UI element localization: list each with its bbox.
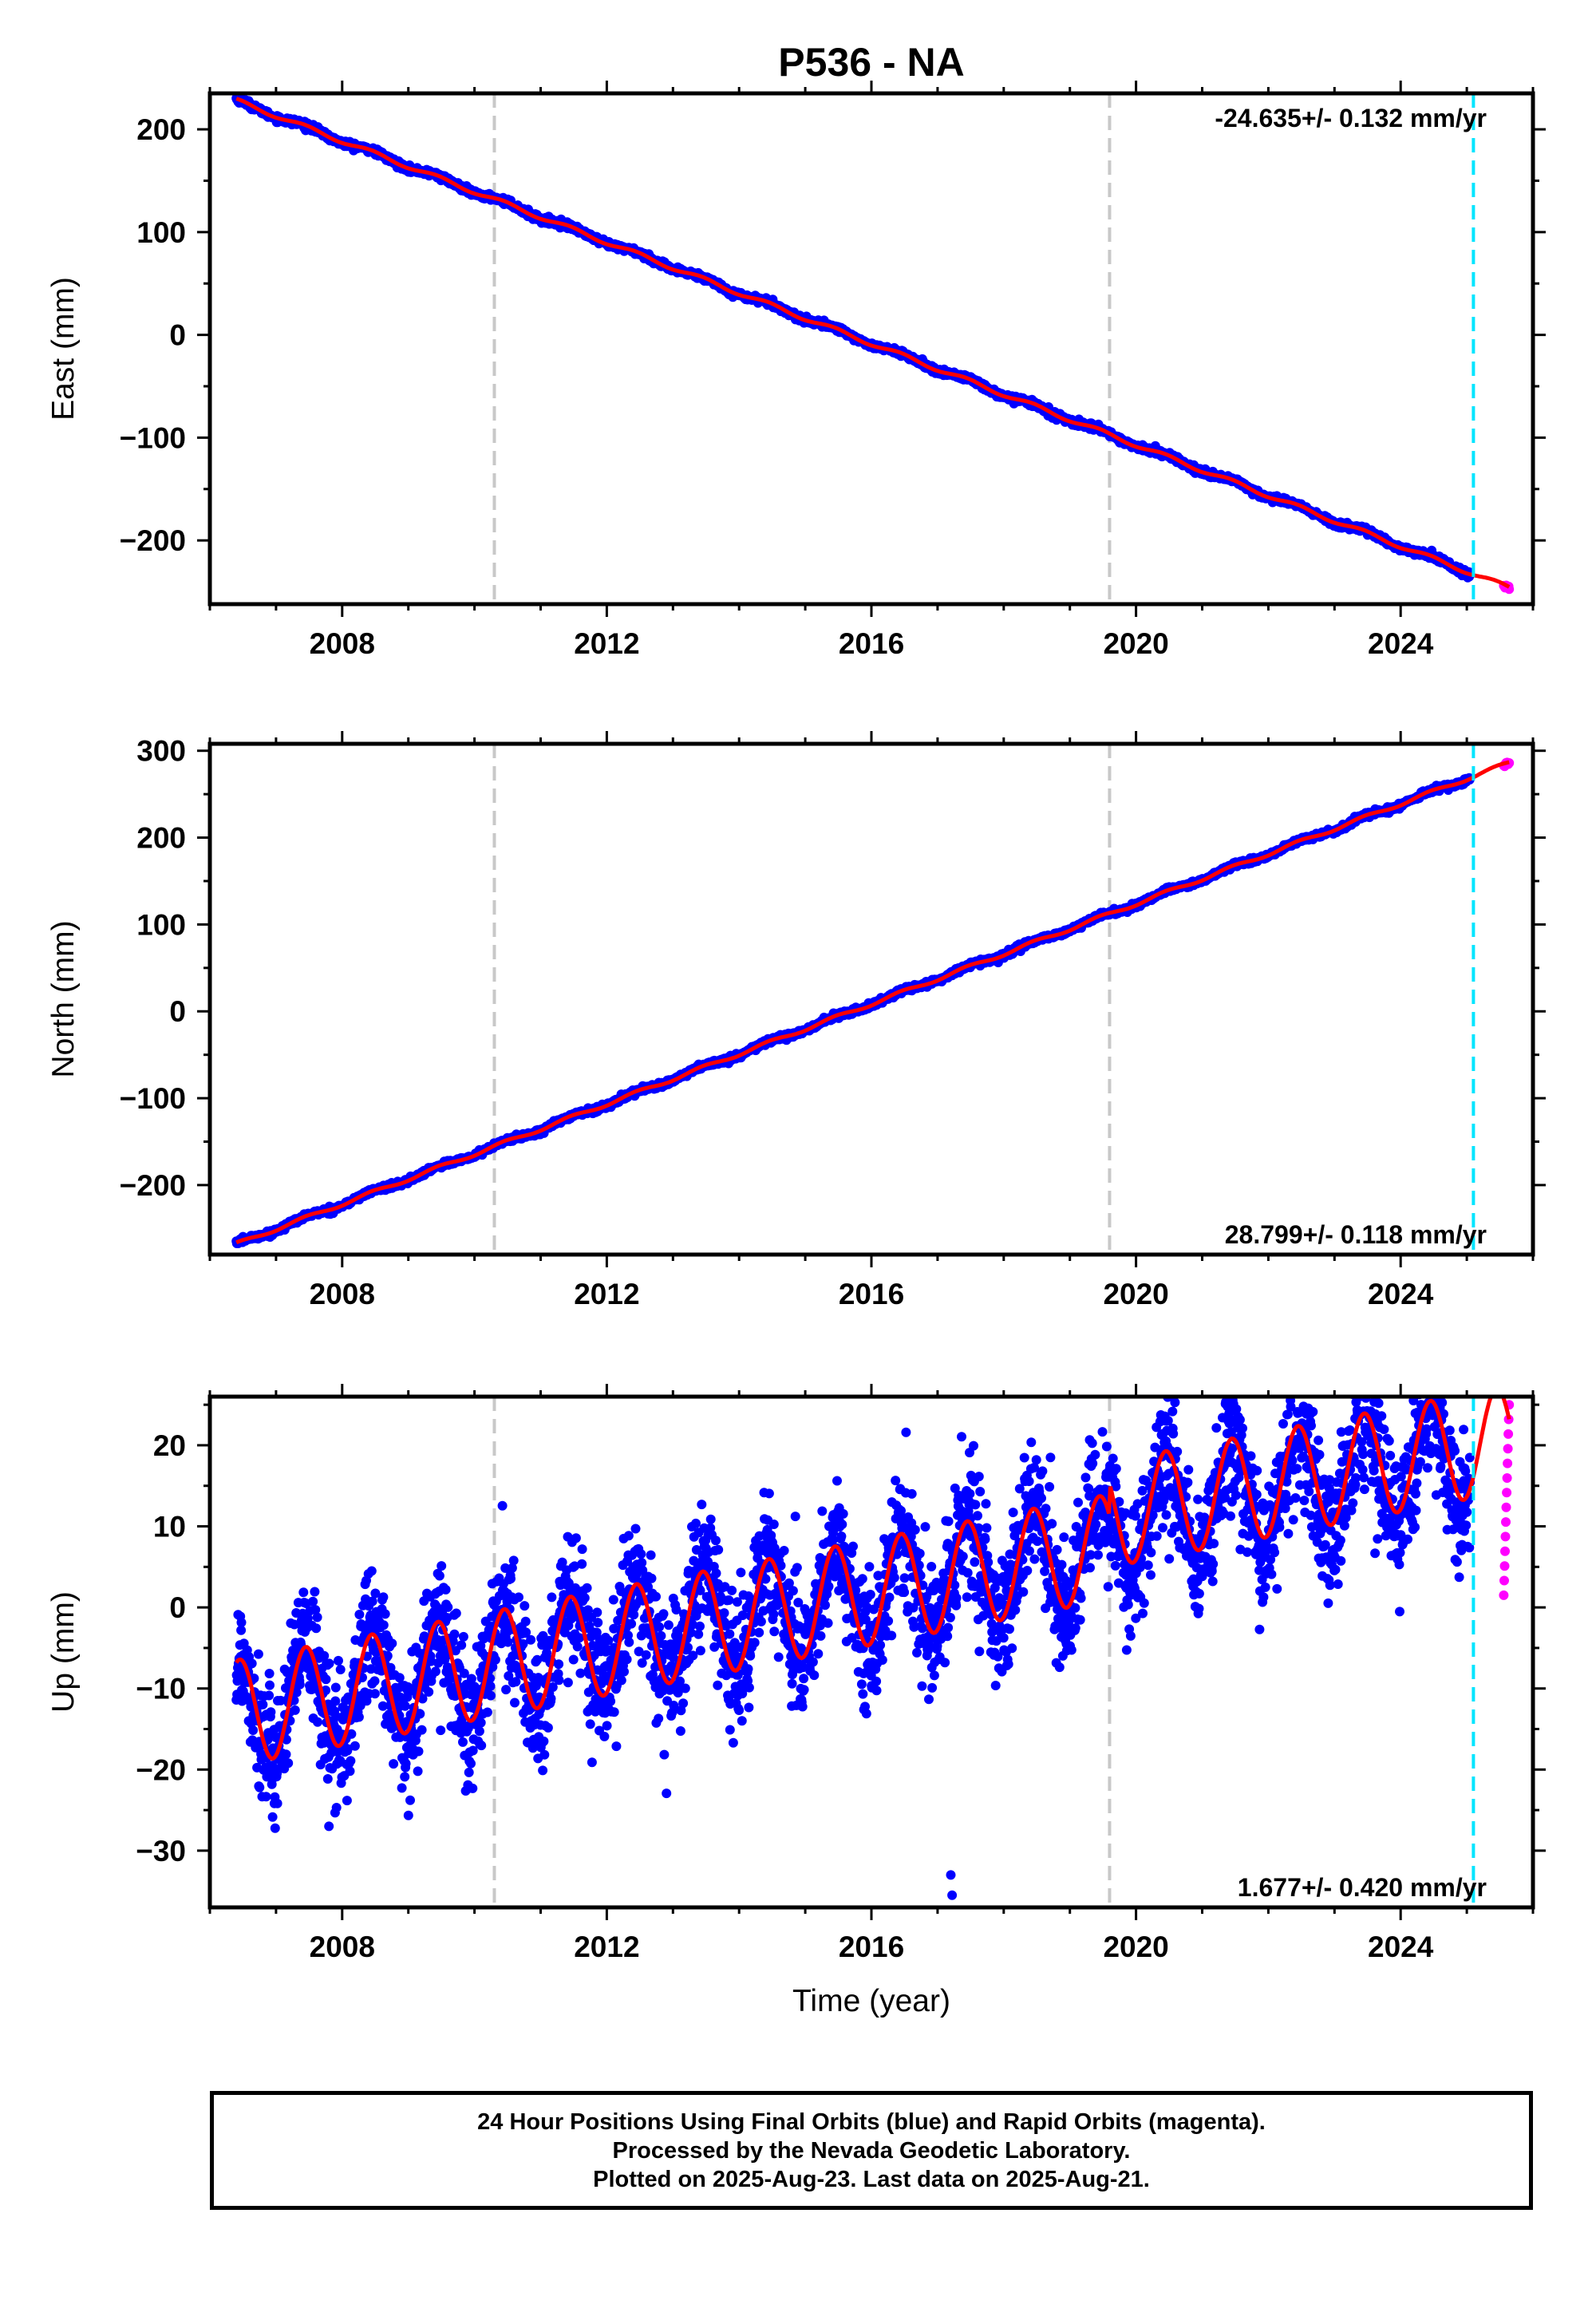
- rapid-orbit-points: [1499, 1400, 1515, 1600]
- x-tick-label: 2016: [839, 1278, 904, 1310]
- x-tick-label: 2008: [310, 627, 375, 660]
- east-y-axis-label: East (mm): [46, 277, 81, 421]
- east-plot-area: [231, 93, 1515, 604]
- east-rate-label: -24.635+/- 0.132 mm/yr: [1215, 104, 1487, 132]
- north-plot-area: [231, 744, 1515, 1255]
- y-tick-label: −10: [136, 1673, 186, 1705]
- y-tick-label: 10: [153, 1511, 186, 1543]
- up-y-axis-label: Up (mm): [46, 1591, 81, 1713]
- y-tick-label: 20: [153, 1429, 186, 1462]
- y-tick-label: −30: [136, 1835, 186, 1867]
- model-fit-line: [235, 1397, 1511, 1761]
- y-tick-label: −100: [120, 1082, 186, 1115]
- up-rate-label: 1.677+/- 0.420 mm/yr: [1238, 1873, 1487, 1902]
- x-tick-label: 2008: [310, 1278, 375, 1310]
- model-fit-line: [235, 97, 1511, 589]
- y-tick-label: −200: [120, 524, 186, 557]
- y-tick-label: 300: [136, 735, 186, 768]
- x-tick-label: 2008: [310, 1931, 375, 1963]
- y-tick-label: 100: [136, 908, 186, 941]
- y-tick-label: 100: [136, 216, 186, 249]
- footer-caption-box: 24 Hour Positions Using Final Orbits (bl…: [210, 2091, 1533, 2210]
- y-tick-label: 0: [169, 995, 186, 1028]
- x-tick-label: 2020: [1103, 1931, 1168, 1963]
- y-tick-label: 0: [169, 1591, 186, 1624]
- x-tick-label: 2020: [1103, 1278, 1168, 1310]
- y-tick-label: 0: [169, 319, 186, 352]
- up-panel: 2008 2012 2016 2020 2024 −30 −20 −10 0 10 20 Up (mm…: [46, 1384, 1546, 2018]
- x-tick-label: 2012: [574, 1931, 639, 1963]
- y-tick-label: 200: [136, 113, 186, 146]
- north-y-axis-label: North (mm): [46, 920, 81, 1077]
- east-panel: 2008 2012 2016 2020 2024 −200 −100 0 100 200 East …: [46, 81, 1546, 660]
- footer-line-processed: Processed by the Nevada Geodetic Laborat…: [612, 2137, 1131, 2164]
- footer-line-orbits: 24 Hour Positions Using Final Orbits (bl…: [477, 2109, 1266, 2135]
- x-tick-label: 2012: [574, 627, 639, 660]
- north-panel: 2008 2012 2016 2020 2024 −200 −100 0 100 200 300 No…: [46, 731, 1546, 1310]
- figure-title: P536 - NA: [778, 40, 964, 85]
- y-tick-label: −20: [136, 1753, 186, 1786]
- x-tick-label: 2016: [839, 627, 904, 660]
- footer-line-plotted: Plotted on 2025-Aug-23. Last data on 202…: [593, 2166, 1150, 2192]
- x-tick-label: 2020: [1103, 627, 1168, 660]
- north-rate-label: 28.799+/- 0.118 mm/yr: [1225, 1220, 1487, 1249]
- y-tick-label: 200: [136, 822, 186, 855]
- model-fit-line: [235, 760, 1510, 1245]
- up-plot-area: [231, 1397, 1515, 1907]
- x-tick-label: 2024: [1368, 1931, 1434, 1963]
- x-axis-label: Time (year): [792, 1984, 950, 2018]
- x-tick-label: 2012: [574, 1278, 639, 1310]
- y-tick-label: −100: [120, 421, 186, 454]
- x-tick-label: 2016: [839, 1931, 904, 1963]
- x-tick-label: 2024: [1368, 1278, 1434, 1310]
- final-orbit-points: [231, 1397, 1476, 1900]
- y-tick-label: −200: [120, 1169, 186, 1202]
- x-tick-label: 2024: [1368, 627, 1434, 660]
